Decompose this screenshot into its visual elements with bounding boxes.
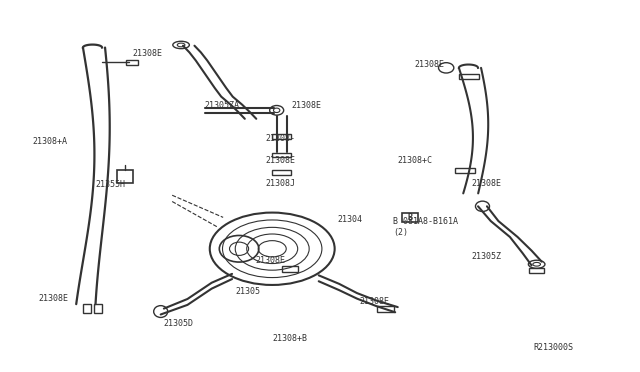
Bar <box>117 170 132 183</box>
Bar <box>272 170 291 175</box>
Text: B: B <box>407 213 412 222</box>
Text: 21308+B: 21308+B <box>272 334 307 343</box>
Bar <box>282 266 298 272</box>
Text: 21308E: 21308E <box>360 297 390 306</box>
Text: R213000S: R213000S <box>534 343 573 352</box>
Text: 21305Z: 21305Z <box>472 252 502 262</box>
Bar <box>83 304 92 313</box>
Text: 21308-: 21308- <box>266 134 296 143</box>
Text: 21355H: 21355H <box>96 180 125 189</box>
Bar <box>125 60 138 65</box>
Text: 21308E: 21308E <box>472 179 502 187</box>
Text: 21308E: 21308E <box>414 60 444 70</box>
Text: 21305D: 21305D <box>164 319 194 328</box>
Bar <box>272 153 291 157</box>
Text: B 081A8-B161A
(2): B 081A8-B161A (2) <box>394 217 458 237</box>
Bar <box>529 267 544 273</box>
Bar <box>378 307 394 312</box>
Text: 21308E: 21308E <box>266 156 296 166</box>
Bar <box>401 212 418 222</box>
Text: 21308E: 21308E <box>132 49 162 58</box>
Text: 21304: 21304 <box>338 215 363 224</box>
Bar <box>272 134 291 139</box>
Text: 21308E: 21308E <box>38 294 68 303</box>
Text: 21308+A: 21308+A <box>32 137 67 146</box>
Bar <box>94 304 102 313</box>
Text: 21308E: 21308E <box>255 256 285 265</box>
Text: 21308+C: 21308+C <box>397 156 433 166</box>
Bar <box>455 168 476 173</box>
Text: 21308J: 21308J <box>266 179 296 187</box>
Text: 21305ZA: 21305ZA <box>204 101 239 110</box>
Text: 21308E: 21308E <box>291 101 321 110</box>
Text: 21305: 21305 <box>236 287 261 296</box>
Bar <box>459 74 479 79</box>
